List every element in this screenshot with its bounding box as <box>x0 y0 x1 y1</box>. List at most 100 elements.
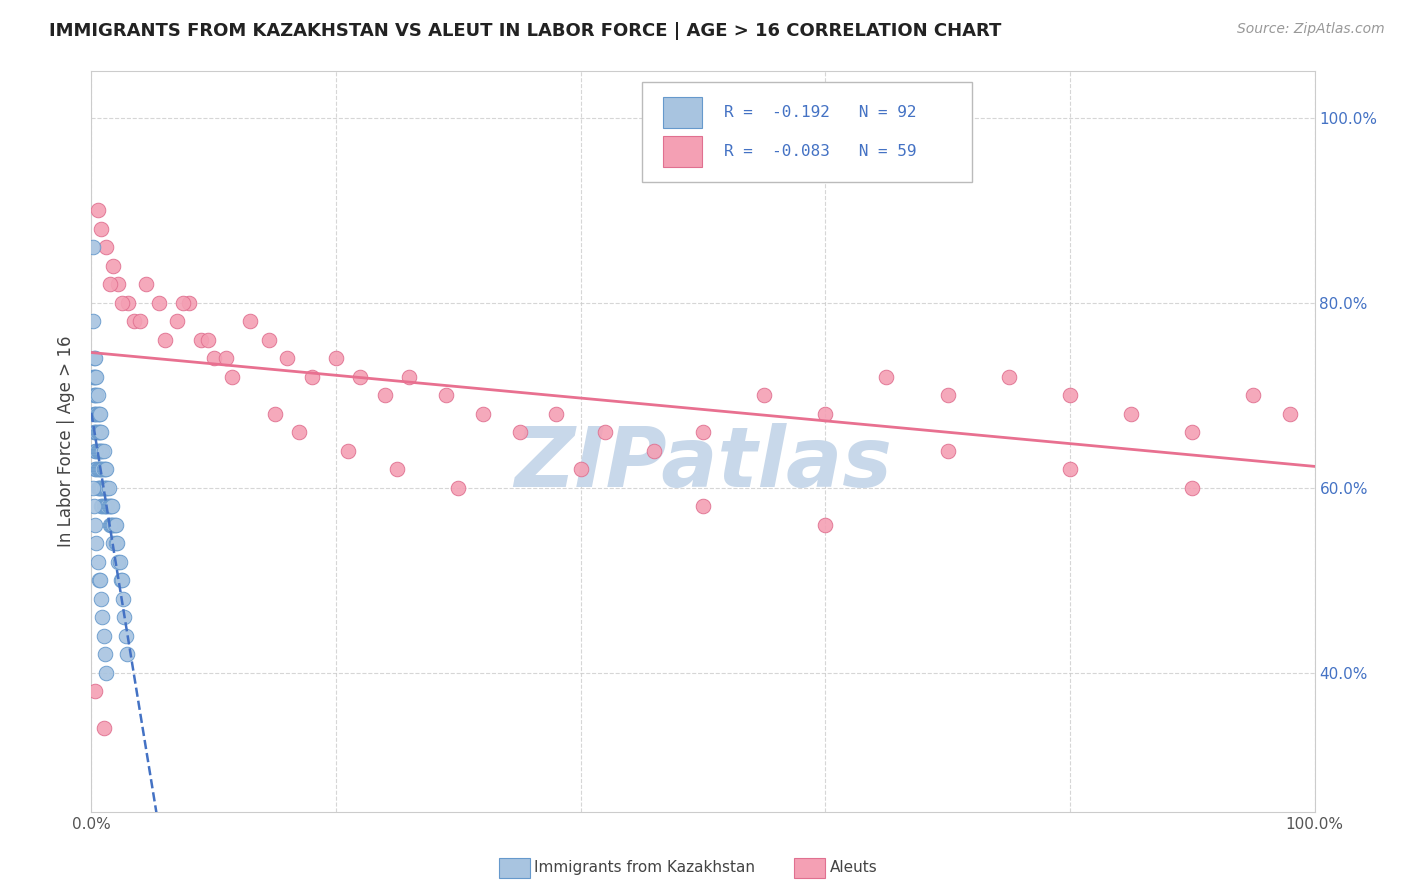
Point <box>337 443 360 458</box>
FancyBboxPatch shape <box>643 82 972 183</box>
Point <box>90 481 112 495</box>
Point <box>84 684 107 698</box>
Point <box>875 369 898 384</box>
Point <box>936 388 959 402</box>
Point <box>221 369 243 384</box>
Point <box>100 500 122 514</box>
Point <box>1181 481 1204 495</box>
Point <box>385 462 409 476</box>
Point <box>89 443 111 458</box>
Point <box>93 629 115 643</box>
Point <box>90 425 112 440</box>
Point <box>1279 407 1302 421</box>
Point <box>86 481 108 495</box>
Point <box>83 388 105 402</box>
Point <box>98 517 121 532</box>
Point <box>86 388 108 402</box>
Point <box>87 425 110 440</box>
Point <box>107 277 129 292</box>
Point <box>91 610 114 624</box>
Point <box>202 351 225 366</box>
Point <box>84 351 107 366</box>
Point <box>692 500 714 514</box>
Point <box>1181 425 1204 440</box>
Point <box>93 481 115 495</box>
Point <box>87 481 110 495</box>
Point <box>84 517 107 532</box>
Point <box>83 407 105 421</box>
Point <box>91 481 114 495</box>
Point <box>692 425 714 440</box>
Point <box>89 462 111 476</box>
Text: Aleuts: Aleuts <box>830 860 877 874</box>
Point <box>447 481 470 495</box>
Point <box>643 443 665 458</box>
Point <box>122 314 145 328</box>
Point <box>114 629 136 643</box>
Point <box>89 574 111 588</box>
Point <box>108 555 131 569</box>
Point <box>84 425 107 440</box>
Point <box>94 481 117 495</box>
Point <box>82 369 104 384</box>
Point <box>82 314 104 328</box>
Text: IMMIGRANTS FROM KAZAKHSTAN VS ALEUT IN LABOR FORCE | AGE > 16 CORRELATION CHART: IMMIGRANTS FROM KAZAKHSTAN VS ALEUT IN L… <box>49 22 1001 40</box>
Point <box>135 277 157 292</box>
Point <box>998 369 1021 384</box>
Point <box>103 517 125 532</box>
Point <box>86 443 108 458</box>
Point <box>301 369 323 384</box>
Point <box>107 555 129 569</box>
Point <box>84 462 107 476</box>
Point <box>276 351 298 366</box>
Point <box>93 500 115 514</box>
Point <box>98 277 121 292</box>
Point <box>103 536 125 550</box>
Point <box>93 443 115 458</box>
Point <box>90 591 112 606</box>
Point <box>84 369 107 384</box>
Point <box>153 333 176 347</box>
Point <box>82 481 104 495</box>
Bar <box>662 97 702 128</box>
Point <box>94 665 117 680</box>
Point <box>129 314 152 328</box>
Text: ZIPatlas: ZIPatlas <box>515 423 891 504</box>
Point <box>115 648 138 662</box>
Point <box>814 407 837 421</box>
Point <box>111 574 134 588</box>
Point <box>569 462 592 476</box>
Bar <box>662 136 702 167</box>
Point <box>239 314 262 328</box>
Point <box>509 425 531 440</box>
Point <box>1121 407 1143 421</box>
Point <box>84 407 107 421</box>
Point <box>94 648 117 662</box>
Text: Immigrants from Kazakhstan: Immigrants from Kazakhstan <box>534 860 755 874</box>
Point <box>83 369 105 384</box>
Point <box>103 259 125 273</box>
Point <box>96 481 118 495</box>
Point <box>90 500 112 514</box>
Point <box>172 295 194 310</box>
Point <box>97 481 120 495</box>
Point <box>264 407 287 421</box>
Point <box>166 314 188 328</box>
Point <box>93 722 115 736</box>
Point <box>148 295 170 310</box>
Point <box>86 462 108 476</box>
Point <box>112 610 135 624</box>
Point <box>105 536 128 550</box>
Point <box>86 203 108 218</box>
Point <box>89 407 111 421</box>
Point <box>94 462 117 476</box>
Point <box>87 443 110 458</box>
Point <box>94 240 117 254</box>
Point <box>1243 388 1265 402</box>
Point <box>86 555 108 569</box>
Point <box>91 443 114 458</box>
Point <box>86 407 108 421</box>
Point <box>104 517 127 532</box>
Point <box>87 574 110 588</box>
Point <box>288 425 311 440</box>
